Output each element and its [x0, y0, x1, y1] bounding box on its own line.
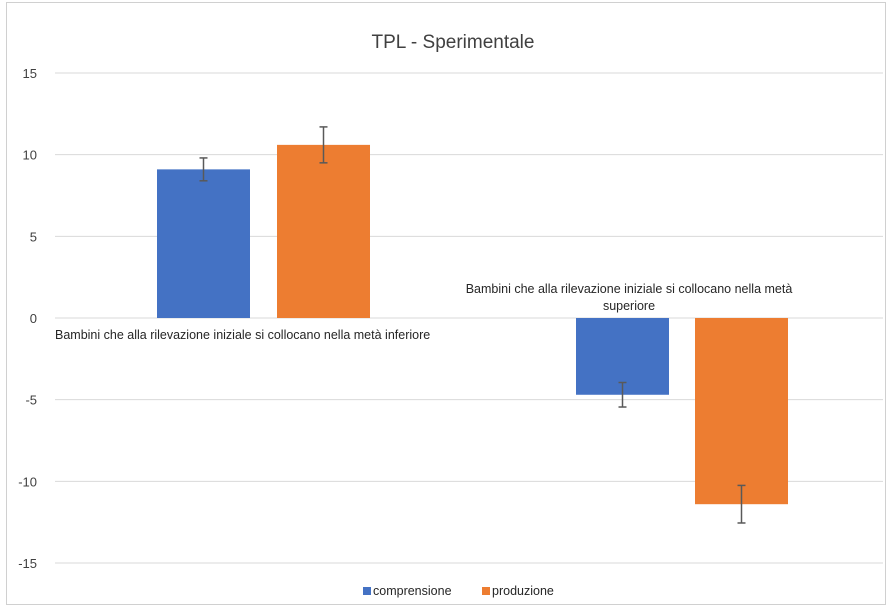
legend: comprensione produzione [363, 584, 554, 598]
y-tick-label: -5 [25, 393, 37, 408]
bar-comprensione-0 [157, 169, 250, 318]
y-axis-ticks: 15 10 5 0 -5 -10 -15 [18, 66, 37, 571]
y-tick-label: 5 [30, 229, 37, 244]
legend-swatch [482, 587, 490, 595]
error-bar-produzione-1 [737, 484, 746, 524]
legend-label: produzione [492, 584, 554, 598]
legend-item-produzione: produzione [482, 584, 554, 598]
error-bar-produzione-0 [319, 126, 328, 164]
y-tick-label: 10 [23, 148, 37, 163]
category-label: superiore [603, 299, 655, 313]
legend-item-comprensione: comprensione [363, 584, 452, 598]
y-tick-label: 0 [30, 311, 37, 326]
legend-swatch [363, 587, 371, 595]
error-bars [199, 126, 746, 524]
error-bar-comprensione-1 [618, 381, 627, 408]
chart-title: TPL - Sperimentale [372, 32, 535, 53]
bar-produzione-0 [277, 144, 370, 318]
chart-frame: TPL - Sperimentale 15 10 5 0 -5 -10 -15 Bambin… [6, 2, 886, 605]
bar-chart: TPL - Sperimentale 15 10 5 0 -5 -10 -15 Bambin… [18, 32, 883, 598]
category-label: Bambini che alla rilevazione iniziale si… [466, 282, 793, 296]
y-tick-label: 15 [23, 66, 37, 81]
y-tick-label: -15 [18, 556, 37, 571]
category-label: Bambini che alla rilevazione iniziale si… [55, 328, 430, 342]
y-tick-label: -10 [18, 474, 37, 489]
bar-produzione-1 [695, 318, 788, 505]
bars [157, 144, 788, 505]
error-bar-comprensione-0 [199, 157, 208, 182]
legend-label: comprensione [373, 584, 452, 598]
category-labels: Bambini che alla rilevazione iniziale si… [55, 282, 792, 342]
